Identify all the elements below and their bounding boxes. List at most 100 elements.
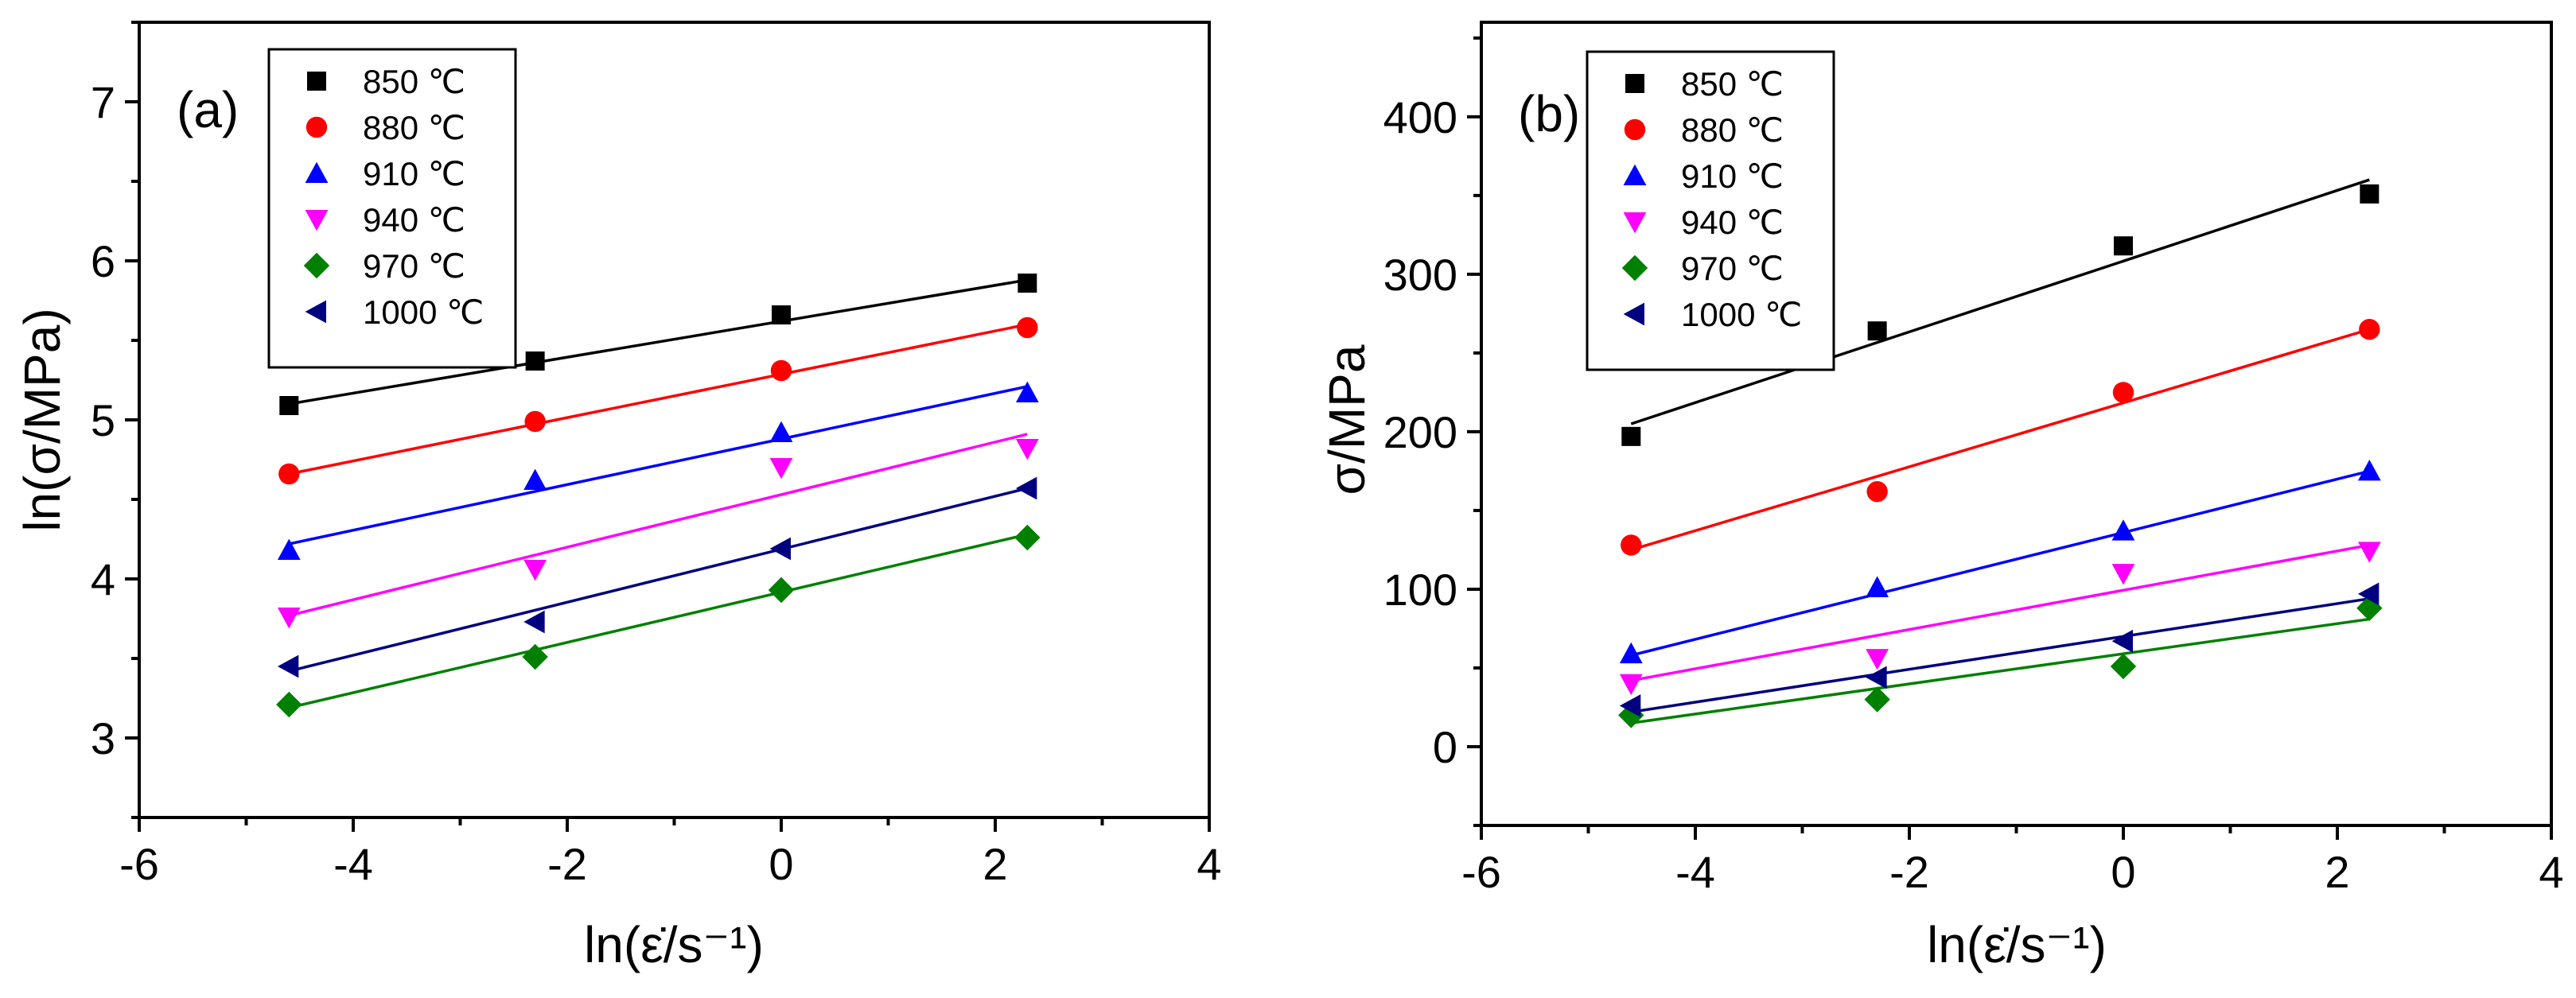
legend-box-b [1586, 50, 1835, 371]
y-tick-label-a: 7 [91, 77, 115, 127]
data-point-a-4-1 [522, 643, 548, 670]
data-point-a-0-2 [772, 305, 791, 324]
legend-marker-b-0 [1625, 74, 1644, 93]
x-tick-label-a: 0 [769, 839, 793, 889]
data-point-b-4-1 [1864, 686, 1890, 713]
x-axis-title-b: ln(ε̇/s⁻¹) [1927, 916, 2107, 973]
fit-line-b-5 [1631, 597, 2370, 714]
legend-b: 850 ℃ 880 ℃ 910 ℃ 940 ℃ 970 ℃ 1000 ℃ [1586, 50, 1835, 371]
legend-label-b-0: 850 ℃ [1681, 65, 1784, 103]
fit-line-b-0 [1630, 178, 2370, 425]
x-tick-label-a: -4 [333, 839, 373, 889]
x-tick-label-b: 2 [2325, 847, 2349, 897]
data-point-a-5-3 [1015, 476, 1037, 500]
legend-box-a [267, 48, 517, 369]
legend-marker-a-1 [305, 116, 328, 138]
data-point-a-4-3 [1014, 524, 1041, 551]
legend-marker-b-1 [1624, 118, 1646, 141]
legend-label-b-5: 1000 ℃ [1681, 296, 1802, 333]
x-tick-label-a: 4 [1197, 839, 1221, 889]
data-point-b-5-0 [1619, 694, 1641, 717]
data-point-b-2-0 [1619, 642, 1643, 664]
panel-label-a: (a) [177, 81, 239, 138]
legend-label-a-5: 1000 ℃ [363, 293, 484, 331]
data-point-a-1-2 [770, 359, 792, 382]
legend-label-a-2: 910 ℃ [363, 155, 465, 192]
data-point-a-2-3 [1015, 381, 1039, 402]
panel-a: -6 -4 -2 0 2 4 3 4 5 6 7 (a) 850 ℃ 880 ℃ 910 ℃ 940 ℃ 9… [14, 21, 1222, 973]
x-tick-label-b: 0 [2111, 847, 2135, 897]
data-point-b-3-2 [2111, 564, 2135, 585]
x-tick-label-b: -2 [1889, 847, 1929, 897]
data-point-a-3-1 [523, 560, 547, 581]
fit-line-a-2 [288, 385, 1028, 546]
data-point-a-3-2 [769, 458, 793, 480]
data-point-a-2-0 [277, 538, 301, 560]
legend-label-b-3: 940 ℃ [1681, 204, 1784, 241]
y-axis-title-b: σ/MPa [1318, 344, 1376, 495]
fit-line-b-4 [1631, 617, 2370, 725]
data-point-b-0-1 [1867, 321, 1887, 341]
data-point-a-3-3 [1015, 439, 1039, 460]
fit-line-a-3 [288, 433, 1028, 617]
panel-label-b: (b) [1518, 85, 1580, 142]
data-point-a-4-0 [276, 691, 302, 718]
data-point-a-5-1 [523, 610, 545, 634]
x-axis-title-a: ln(ε̇/s⁻¹) [584, 916, 764, 973]
y-tick-label-a: 5 [91, 395, 115, 445]
legend-a: 850 ℃ 880 ℃ 910 ℃ 940 ℃ 970 ℃ 1000 ℃ [267, 48, 517, 369]
y-tick-label-b: 0 [1433, 722, 1457, 772]
legend-label-a-1: 880 ℃ [363, 109, 465, 146]
fit-line-a-0 [289, 278, 1028, 406]
data-point-b-0-3 [2360, 184, 2379, 204]
data-point-b-3-0 [1619, 674, 1643, 696]
data-point-b-1-0 [1621, 534, 1642, 556]
fit-line-a-5 [288, 487, 1028, 673]
panel-b: -6 -4 -2 0 2 4 0 100 200 300 400 (b) 850 ℃ 880 ℃ 910… [1318, 21, 2564, 973]
x-tick-label-a: 2 [983, 839, 1007, 889]
data-point-b-1-3 [2359, 318, 2380, 340]
data-point-a-2-2 [769, 421, 793, 442]
data-point-a-0-0 [279, 396, 299, 415]
y-tick-label-b: 100 [1383, 565, 1457, 615]
data-point-b-2-1 [1866, 576, 1889, 597]
legend-marker-b-2 [1623, 164, 1647, 185]
data-point-a-3-0 [277, 608, 301, 629]
y-tick-label-a: 4 [91, 554, 115, 604]
data-point-b-5-3 [2357, 582, 2379, 606]
fit-line-a-4 [288, 533, 1028, 709]
legend-label-a-0: 850 ℃ [363, 63, 465, 100]
data-point-b-3-1 [1866, 649, 1889, 670]
legend-label-a-3: 940 ℃ [363, 201, 465, 239]
data-point-b-3-3 [2357, 542, 2381, 563]
x-tick-label-b: -6 [1461, 847, 1501, 897]
data-point-b-2-2 [2111, 519, 2135, 541]
data-point-b-5-1 [1866, 666, 1887, 689]
data-point-b-1-1 [1866, 480, 1888, 503]
data-point-a-1-3 [1017, 316, 1038, 339]
data-point-a-5-2 [769, 537, 791, 561]
data-point-a-4-2 [768, 577, 795, 604]
data-point-b-4-2 [2110, 653, 2137, 680]
fit-line-b-3 [1630, 543, 2370, 682]
x-tick-label-a: -6 [119, 839, 159, 889]
fit-line-a-1 [288, 323, 1028, 476]
legend-label-b-2: 910 ℃ [1681, 157, 1784, 195]
legend-marker-a-5 [305, 300, 326, 324]
fit-line-b-1 [1630, 328, 2370, 552]
y-tick-label-b: 400 [1383, 92, 1457, 142]
data-point-a-2-1 [523, 468, 547, 490]
legend-marker-a-2 [305, 161, 329, 183]
legend-label-b-1: 880 ℃ [1681, 111, 1784, 149]
legend-marker-b-3 [1623, 212, 1647, 234]
data-point-a-1-1 [524, 410, 546, 433]
data-point-b-0-0 [1621, 426, 1641, 446]
data-point-b-0-2 [2114, 236, 2133, 256]
data-point-a-0-1 [525, 351, 545, 371]
y-tick-label-a: 3 [91, 713, 115, 763]
data-point-b-2-3 [2357, 460, 2381, 481]
x-tick-label-b: 4 [2539, 847, 2563, 897]
data-point-a-0-3 [1018, 274, 1037, 293]
legend-marker-a-4 [303, 252, 330, 279]
